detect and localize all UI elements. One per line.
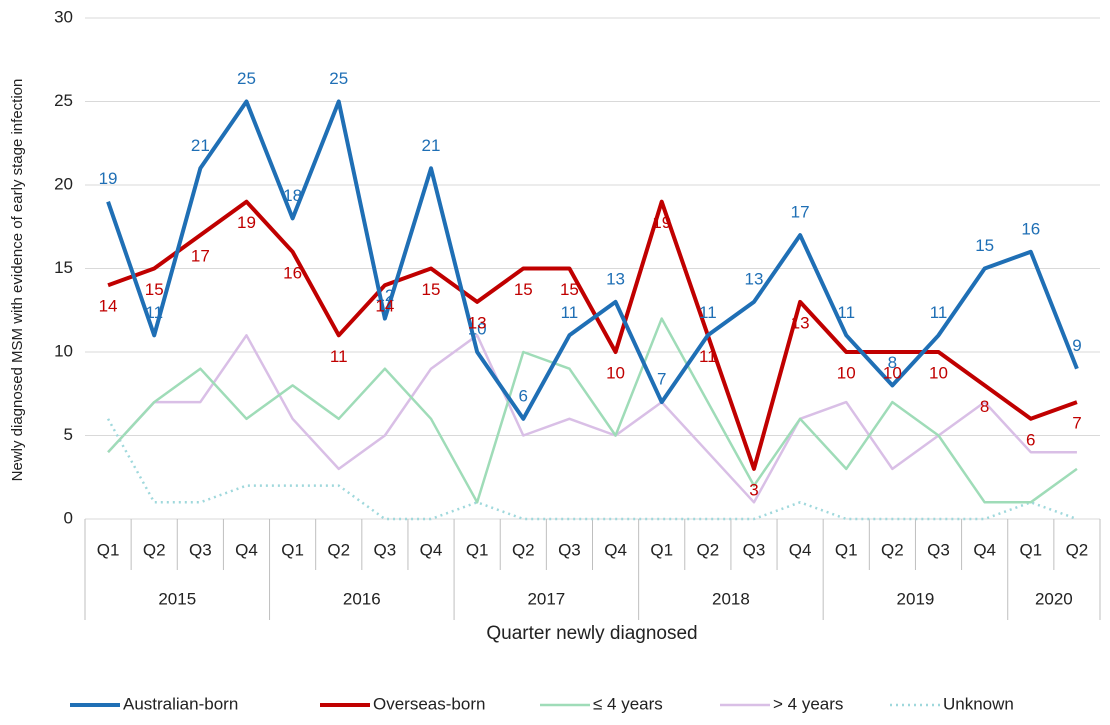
data-label: 13 bbox=[745, 269, 764, 288]
data-label: 3 bbox=[749, 480, 758, 499]
data-label: 10 bbox=[883, 363, 902, 382]
data-label: 15 bbox=[975, 236, 994, 255]
series-line bbox=[107, 199, 1078, 471]
data-label: 6 bbox=[519, 386, 528, 405]
data-label: 7 bbox=[1072, 414, 1081, 433]
y-axis-title: Newly diagnosed MSM with evidence of ear… bbox=[9, 79, 26, 482]
x-tick-label: Q2 bbox=[881, 540, 904, 559]
y-tick-label: 5 bbox=[64, 425, 73, 444]
data-label: 15 bbox=[145, 280, 164, 299]
x-group-label: 2019 bbox=[897, 589, 935, 608]
x-group-label: 2020 bbox=[1035, 589, 1073, 608]
x-tick-label: Q2 bbox=[1066, 540, 1089, 559]
data-label: 15 bbox=[514, 280, 533, 299]
data-label: 25 bbox=[329, 69, 348, 88]
y-tick-label: 25 bbox=[54, 91, 73, 110]
data-label: 14 bbox=[99, 297, 118, 316]
data-label: 13 bbox=[606, 269, 625, 288]
x-tick-label: Q1 bbox=[281, 540, 304, 559]
legend-label: Overseas-born bbox=[373, 694, 485, 713]
x-tick-label: Q2 bbox=[143, 540, 166, 559]
x-tick-label: Q2 bbox=[696, 540, 719, 559]
x-tick-label: Q3 bbox=[558, 540, 581, 559]
data-label: 11 bbox=[930, 303, 948, 322]
x-tick-label: Q4 bbox=[789, 540, 812, 559]
data-label: 21 bbox=[191, 136, 210, 155]
y-tick-label: 30 bbox=[54, 7, 73, 26]
x-tick-label: Q4 bbox=[420, 540, 443, 559]
x-tick-label: Q4 bbox=[235, 540, 258, 559]
x-axis-title: Quarter newly diagnosed bbox=[486, 623, 697, 644]
data-label: 25 bbox=[237, 69, 256, 88]
data-label: 19 bbox=[237, 213, 256, 232]
data-label: 15 bbox=[560, 280, 579, 299]
legend-label: Unknown bbox=[943, 694, 1014, 713]
y-tick-label: 20 bbox=[54, 174, 73, 193]
data-label: 13 bbox=[468, 313, 487, 332]
data-label: 11 bbox=[145, 303, 163, 322]
x-tick-label: Q1 bbox=[650, 540, 673, 559]
x-tick-label: Q3 bbox=[927, 540, 950, 559]
data-label: 18 bbox=[283, 186, 302, 205]
legend-label: Australian-born bbox=[123, 694, 238, 713]
data-label: 14 bbox=[375, 297, 394, 316]
x-tick-label: Q4 bbox=[973, 540, 996, 559]
data-label: 11 bbox=[699, 347, 717, 366]
legend-label: > 4 years bbox=[773, 694, 843, 713]
data-label: 13 bbox=[791, 313, 810, 332]
legend-label: ≤ 4 years bbox=[593, 694, 663, 713]
x-tick-label: Q1 bbox=[1019, 540, 1042, 559]
data-label: 16 bbox=[1021, 219, 1040, 238]
x-tick-label: Q1 bbox=[835, 540, 858, 559]
series-line bbox=[106, 418, 1078, 521]
x-group-label: 2017 bbox=[527, 589, 565, 608]
data-label: 7 bbox=[657, 370, 666, 389]
y-tick-label: 15 bbox=[54, 258, 73, 277]
y-tick-label: 0 bbox=[64, 508, 73, 527]
data-label: 9 bbox=[1072, 336, 1081, 355]
series-line bbox=[107, 317, 1078, 504]
data-label: 10 bbox=[606, 363, 625, 382]
data-label: 11 bbox=[699, 303, 717, 322]
series-line bbox=[107, 334, 1077, 504]
x-group-label: 2016 bbox=[343, 589, 381, 608]
data-label: 17 bbox=[191, 247, 210, 266]
data-label: 10 bbox=[837, 363, 856, 382]
data-label: 6 bbox=[1026, 430, 1035, 449]
data-label: 16 bbox=[283, 263, 302, 282]
x-tick-label: Q3 bbox=[743, 540, 766, 559]
y-tick-label: 10 bbox=[54, 341, 73, 360]
x-group-label: 2018 bbox=[712, 589, 750, 608]
data-label: 17 bbox=[791, 203, 810, 222]
data-label: 8 bbox=[888, 353, 897, 372]
data-label: 19 bbox=[652, 213, 671, 232]
data-label: 11 bbox=[561, 303, 579, 322]
data-label: 10 bbox=[468, 319, 487, 338]
data-label: 11 bbox=[330, 347, 348, 366]
data-label: 8 bbox=[980, 397, 989, 416]
data-label: 10 bbox=[929, 363, 948, 382]
data-label: 19 bbox=[99, 169, 118, 188]
x-tick-label: Q3 bbox=[374, 540, 397, 559]
data-label: 15 bbox=[422, 280, 441, 299]
data-label: 11 bbox=[837, 303, 855, 322]
x-tick-label: Q1 bbox=[97, 540, 120, 559]
x-tick-label: Q2 bbox=[327, 540, 350, 559]
x-tick-label: Q2 bbox=[512, 540, 535, 559]
data-label: 21 bbox=[422, 136, 441, 155]
data-label: 12 bbox=[375, 286, 394, 305]
x-tick-label: Q1 bbox=[466, 540, 489, 559]
x-tick-label: Q3 bbox=[189, 540, 212, 559]
x-tick-label: Q4 bbox=[604, 540, 627, 559]
x-group-label: 2015 bbox=[158, 589, 196, 608]
series-line bbox=[106, 99, 1079, 421]
